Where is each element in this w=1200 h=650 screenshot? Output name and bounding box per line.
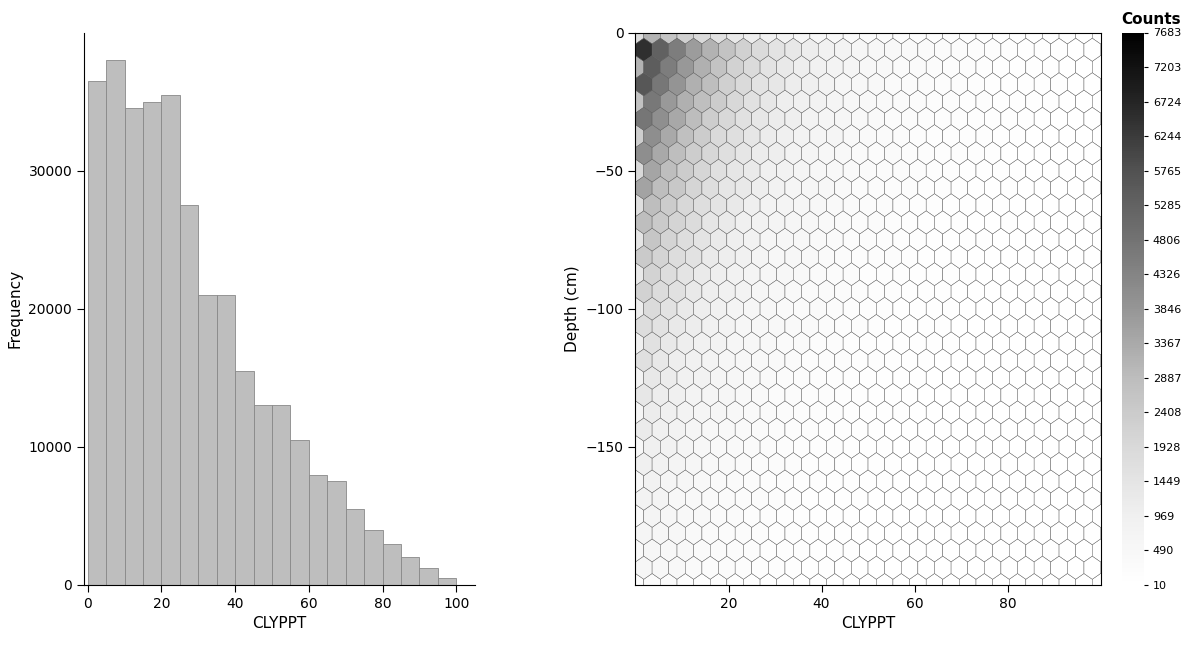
Bar [308, 474, 328, 585]
Bar [180, 205, 198, 585]
Y-axis label: Depth (cm): Depth (cm) [565, 265, 580, 352]
X-axis label: CLYPPT: CLYPPT [841, 616, 895, 631]
Bar [88, 81, 106, 585]
Bar [272, 406, 290, 585]
Bar [161, 95, 180, 585]
Bar [290, 440, 308, 585]
Bar [217, 295, 235, 585]
Bar [125, 109, 143, 585]
Bar [346, 509, 364, 585]
Bar [401, 558, 419, 585]
Text: Counts: Counts [1122, 12, 1181, 27]
Bar [383, 543, 401, 585]
Bar [143, 101, 161, 585]
Bar [419, 568, 438, 585]
X-axis label: CLYPPT: CLYPPT [252, 616, 306, 631]
Bar [198, 295, 217, 585]
Bar [235, 371, 253, 585]
Bar [106, 60, 125, 585]
Bar [438, 578, 456, 585]
Bar [364, 530, 383, 585]
Bar [253, 406, 272, 585]
Y-axis label: Frequency: Frequency [7, 269, 23, 348]
Bar [328, 482, 346, 585]
